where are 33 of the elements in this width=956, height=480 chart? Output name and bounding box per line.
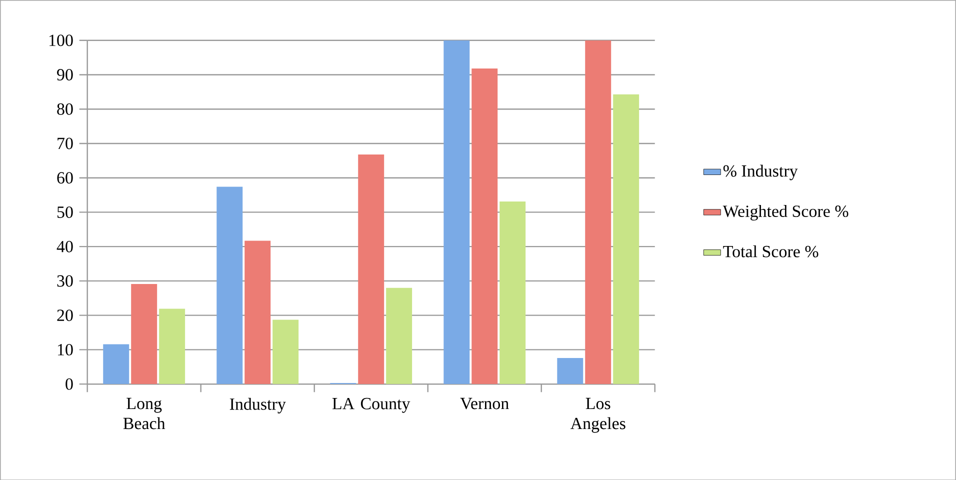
bar bbox=[103, 344, 130, 384]
bar bbox=[358, 154, 384, 384]
y-tick-label: 0 bbox=[66, 378, 73, 390]
bar bbox=[472, 68, 498, 384]
legend-label: Weighted Score % bbox=[722, 204, 848, 220]
x-tick-label: Vernon bbox=[460, 398, 509, 410]
y-tick-label: 50 bbox=[57, 206, 73, 218]
bar bbox=[131, 284, 158, 384]
bar bbox=[500, 201, 526, 384]
y-tick-label: 60 bbox=[57, 172, 73, 184]
bar bbox=[159, 308, 186, 384]
x-tick-label: Industry bbox=[230, 398, 286, 414]
x-tick-label: LA County bbox=[332, 398, 410, 413]
y-tick-label: 20 bbox=[57, 309, 73, 321]
y-tick-label: 40 bbox=[56, 240, 73, 252]
legend-label: Total Score % bbox=[723, 245, 818, 258]
y-tick-label: 90 bbox=[57, 68, 73, 80]
y-tick-label: 30 bbox=[57, 275, 73, 287]
bar bbox=[444, 40, 470, 384]
x-tick-label: Long Beach bbox=[123, 398, 166, 430]
legend-label: % Industry bbox=[723, 164, 798, 180]
bar bbox=[244, 240, 271, 384]
y-tick-label: 100 bbox=[49, 34, 73, 46]
y-tick-label: 70 bbox=[58, 138, 73, 150]
x-tick-label: Los Angeles bbox=[570, 398, 626, 433]
bar bbox=[272, 320, 299, 384]
y-tick-label: 10 bbox=[58, 344, 73, 356]
y-tick-label: 80 bbox=[57, 103, 73, 115]
bar bbox=[216, 186, 243, 384]
bar bbox=[557, 358, 584, 384]
bar bbox=[613, 94, 640, 384]
bar bbox=[386, 288, 412, 384]
bar bbox=[585, 40, 612, 384]
